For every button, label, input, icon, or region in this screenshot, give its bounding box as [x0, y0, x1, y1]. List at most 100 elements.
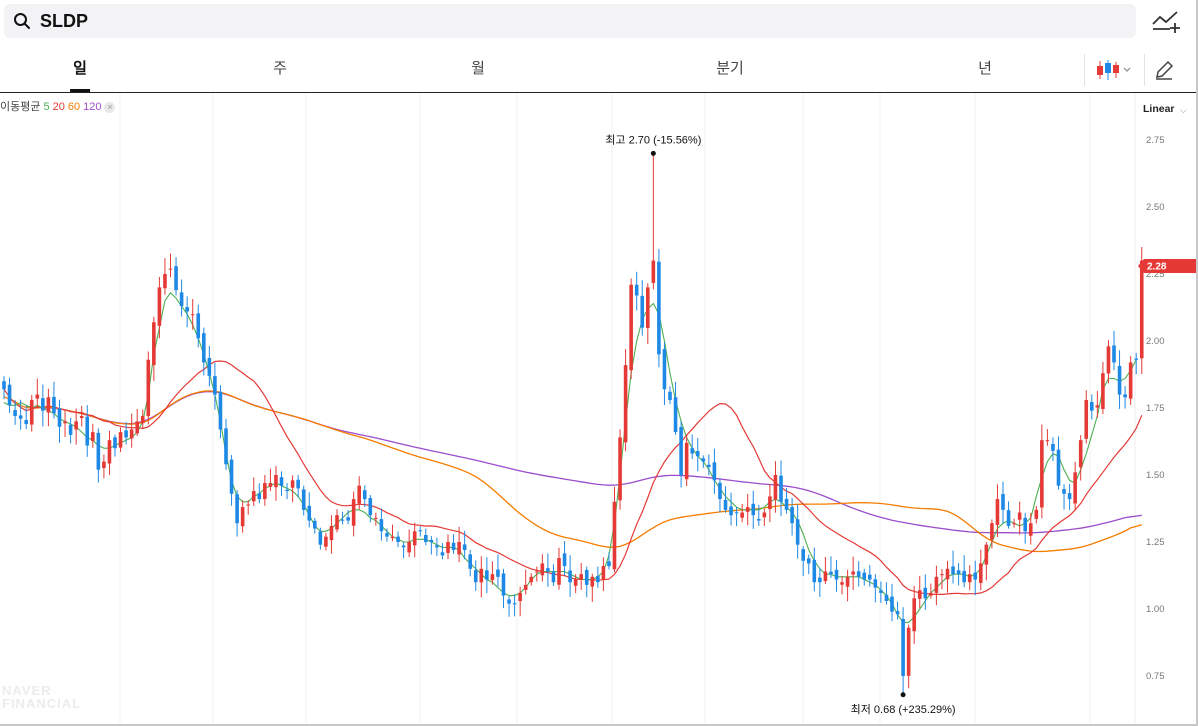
candle-body: [1128, 362, 1133, 399]
candle-body: [634, 284, 639, 296]
tab-year[interactable]: 년: [978, 60, 992, 77]
candle-body: [512, 603, 517, 605]
tab-day[interactable]: 일: [70, 48, 90, 92]
candle-body: [890, 596, 894, 612]
candle-body: [57, 408, 62, 427]
ma-120-label: 120: [83, 101, 102, 113]
candle-body: [174, 266, 178, 291]
candle-body: [1001, 494, 1005, 510]
candle-body: [224, 428, 228, 465]
ma-5-label: 5: [43, 101, 50, 113]
candle-body: [684, 442, 689, 480]
candle-body: [379, 519, 384, 532]
candle-body: [707, 464, 711, 467]
search-bar[interactable]: SLDP: [4, 4, 1136, 38]
candle-body: [990, 523, 994, 540]
ma-60-line: [3, 390, 1142, 553]
chevron-down-icon[interactable]: ⌵: [1180, 105, 1187, 115]
candle-body: [1067, 493, 1072, 500]
candle-body: [768, 496, 772, 510]
candle-body: [607, 561, 611, 567]
y-tick-label: 2.25: [1146, 269, 1165, 280]
tab-week[interactable]: 주: [273, 60, 287, 77]
candle-body: [779, 475, 783, 502]
candle-body: [18, 415, 23, 419]
candle-body: [557, 558, 561, 585]
tab-month[interactable]: 월: [471, 60, 485, 77]
candle-body: [906, 627, 911, 676]
candle-body: [340, 519, 345, 521]
candle-body: [407, 542, 411, 553]
candle-body: [179, 292, 184, 307]
search-icon[interactable]: [13, 12, 31, 30]
candlestick-icon[interactable]: [1092, 58, 1136, 82]
candle-body: [1023, 517, 1027, 532]
candle-body: [601, 566, 606, 580]
candle-body: [1017, 512, 1022, 520]
candle-body: [2, 381, 6, 390]
candle-body: [91, 432, 95, 441]
candle-body: [13, 410, 17, 417]
search-input[interactable]: SLDP: [40, 11, 89, 31]
candle-body: [757, 519, 761, 521]
candle-body: [190, 314, 195, 316]
tab-quarter[interactable]: 분기: [716, 60, 744, 77]
candle-body: [646, 287, 650, 328]
candle-body: [573, 579, 578, 586]
candle-body: [457, 542, 461, 555]
candle-body: [679, 427, 683, 475]
candle-body: [440, 552, 445, 556]
candle-body: [1084, 399, 1089, 439]
candle-body: [762, 512, 767, 518]
y-tick-label: 0.75: [1146, 671, 1165, 682]
candle-body: [829, 571, 833, 575]
candle-body: [718, 482, 722, 500]
candle-body: [945, 568, 950, 580]
candle-body: [468, 554, 472, 569]
ma-120-line: [26, 390, 1142, 534]
candle-body: [840, 582, 844, 585]
candle-body: [435, 545, 439, 548]
candle-body: [446, 542, 450, 553]
candle-body: [1034, 509, 1039, 519]
close-icon[interactable]: ×: [104, 101, 116, 113]
candle-body: [823, 571, 828, 582]
y-tick-label: 1.00: [1146, 604, 1165, 615]
candle-body: [507, 599, 511, 604]
candle-body: [529, 576, 534, 583]
candle-body: [146, 359, 151, 417]
price-chart[interactable]: 2.75 2.50 2.25 2.00 1.75 1.50 1.25 1.00 0.75 최고 2…: [0, 93, 1196, 724]
candle-body: [274, 475, 278, 488]
candle-body: [263, 483, 267, 499]
watermark-line-1: NAVER: [2, 683, 52, 698]
candle-body: [157, 287, 162, 326]
scale-select[interactable]: Linear: [1143, 103, 1175, 115]
candle-body: [490, 574, 495, 581]
candle-body: [163, 274, 167, 289]
pencil-icon[interactable]: [1152, 58, 1176, 82]
candle-body: [1112, 345, 1116, 363]
candle-body: [712, 462, 717, 481]
candle-body: [995, 499, 1000, 525]
candle-body: [1040, 440, 1044, 508]
candle-body: [695, 451, 700, 457]
candle-body: [1139, 260, 1144, 359]
candle-body: [917, 590, 922, 599]
candle-body: [251, 491, 256, 502]
candle-body: [429, 539, 434, 542]
candle-body: [496, 569, 500, 577]
toolbar-divider: [1144, 54, 1145, 86]
candle-body: [723, 499, 728, 510]
candle-body: [984, 544, 989, 565]
candle-body: [118, 432, 123, 448]
candle-body: [79, 416, 84, 419]
candle-body: [129, 429, 134, 439]
ma-60-label: 60: [67, 101, 81, 113]
candle-body: [1123, 394, 1127, 398]
candle-body: [1056, 449, 1061, 486]
current-price-badge: [1138, 258, 1196, 273]
candle-body: [979, 563, 983, 583]
trend-plus-icon[interactable]: [1150, 8, 1182, 34]
candle-body: [584, 569, 589, 585]
candle-body: [52, 396, 56, 414]
